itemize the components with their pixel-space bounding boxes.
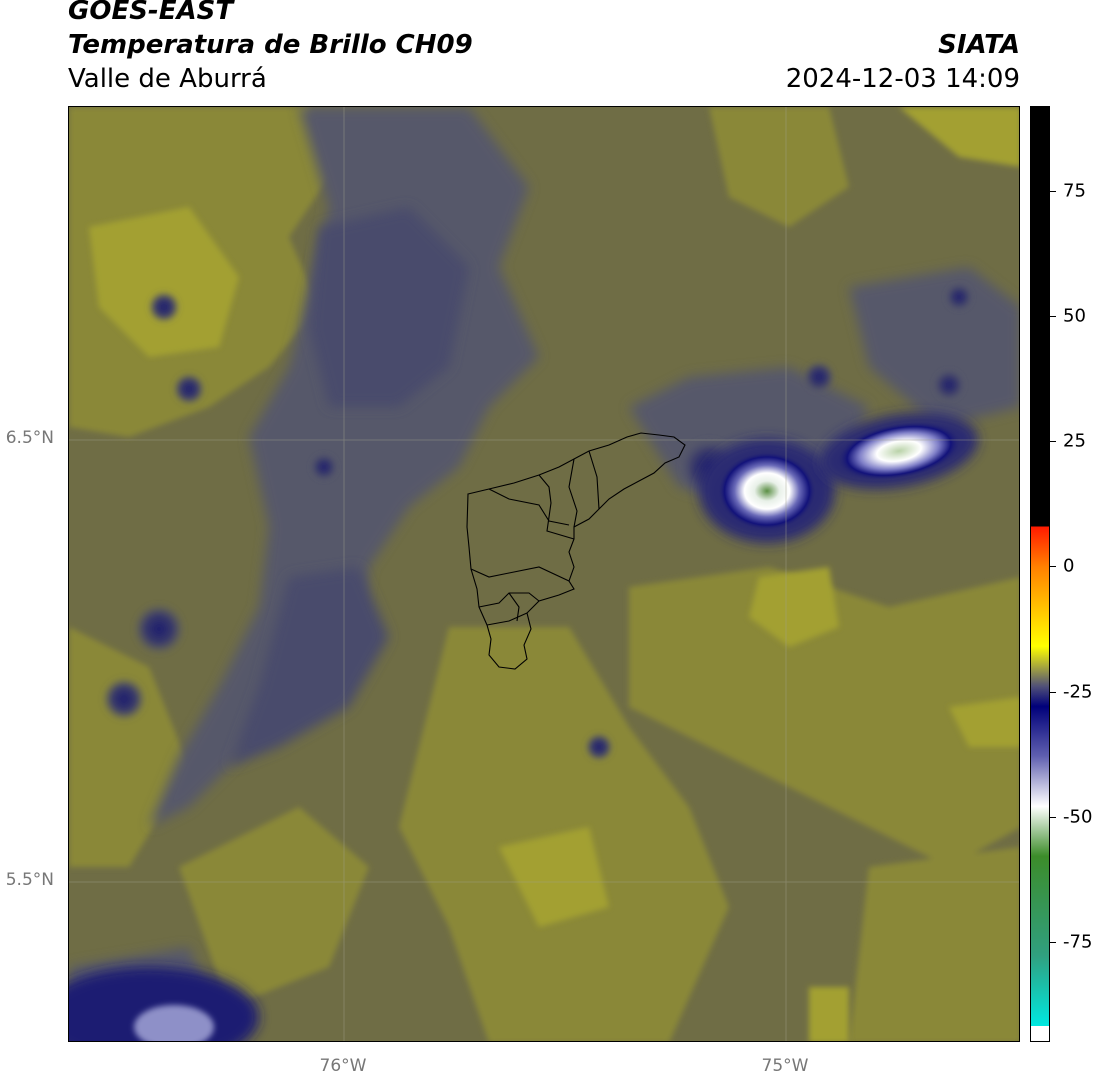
longitude-label-75: 75°W (761, 1056, 809, 1076)
bright-olive-regions (89, 107, 1019, 1041)
colorbar-tick-mark (1050, 691, 1056, 693)
colorbar-tick-label: -50 (1063, 806, 1093, 828)
colorbar-tick-mark (1050, 316, 1056, 318)
colorbar (1030, 106, 1050, 1042)
title-block: GOES-EAST Temperatura de Brillo CH09 Val… (68, 0, 473, 96)
colorbar-tick-label: -75 (1063, 931, 1093, 953)
convective-cell-east (819, 412, 979, 490)
colorbar-tick-mark (1050, 441, 1056, 443)
latitude-label-6-5: 6.5°N (5, 428, 54, 448)
convective-cell-southwest (69, 967, 259, 1041)
colorbar-tick-mark (1050, 941, 1056, 943)
colorbar-tick-label: 25 (1063, 430, 1086, 452)
longitude-label-76: 76°W (319, 1056, 367, 1076)
timestamp: 2024-12-03 14:09 (785, 64, 1020, 94)
colorbar-tick-mark (1050, 816, 1056, 818)
satellite-map[interactable] (68, 106, 1020, 1042)
colorbar-tick-mark (1050, 566, 1056, 568)
colorbar-tick-mark (1050, 191, 1056, 193)
latitude-label-5-5: 5.5°N (5, 870, 54, 890)
satellite-name: GOES-EAST (68, 0, 234, 26)
convective-cell-central (699, 439, 835, 543)
colorbar-tick-label: 50 (1063, 305, 1086, 327)
organization-name: SIATA (938, 30, 1020, 60)
cool-slate-core (229, 207, 469, 767)
colorbar-tick-label: 0 (1063, 555, 1075, 577)
municipal-boundaries (466, 432, 686, 670)
product-title: Temperatura de Brillo CH09 (68, 30, 473, 60)
map-canvas (69, 107, 1019, 1041)
colorbar-tick-label: 75 (1063, 180, 1086, 202)
colorbar-tick-label: -25 (1063, 681, 1093, 703)
region-name: Valle de Aburrá (68, 64, 267, 94)
gridlines (69, 107, 1019, 1041)
